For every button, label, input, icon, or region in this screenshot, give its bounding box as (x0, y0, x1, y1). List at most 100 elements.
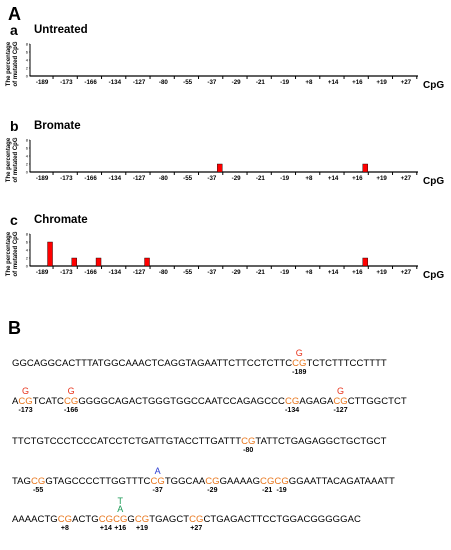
bar (47, 241, 53, 267)
cpg-position-label: -21 (262, 487, 273, 494)
x-tick-label: -55 (183, 269, 193, 276)
x-tick-label: -21 (256, 79, 266, 86)
cpg-position-label: -19 (276, 487, 287, 494)
cpg-position-label: -166 (64, 407, 79, 414)
x-tick-label: -134 (109, 175, 122, 182)
bar (95, 257, 102, 267)
x-tick-label: -80 (159, 79, 169, 86)
cpg-position-label: -37 (152, 487, 163, 494)
x-tick-label: -189 (36, 175, 49, 182)
x-tick-label: +16 (352, 175, 363, 182)
cpg-site: CG -21 (260, 476, 275, 494)
sequence-line: GGCAGGCACTTTATGGCAAACTCAGGTAGAATTCTTCCTC… (12, 348, 387, 377)
x-tick-label: -127 (133, 269, 146, 276)
x-tick-label: -55 (183, 175, 193, 182)
cpg-site: CG -189 G (292, 348, 307, 377)
chart-title: Untreated (34, 24, 88, 36)
cpg-site: CG -127 G (333, 386, 348, 415)
x-tick-label: -21 (256, 175, 266, 182)
y-tick-label: 6 (26, 50, 29, 55)
chart-svg: 8 6 4 2 0 -189 -173 -166 -134 -127 -80 -55 -37 -29 -21… (26, 42, 445, 92)
x-tick-label: -166 (84, 175, 97, 182)
x-tick-label: -127 (133, 175, 146, 182)
x-tick-label: -19 (280, 269, 290, 276)
x-tick-label: -29 (232, 269, 242, 276)
chart-title: Bromate (34, 120, 81, 132)
cpg-site: CG -37 A (150, 466, 165, 495)
y-tick-label: 4 (26, 58, 29, 63)
x-tick-label: -134 (109, 79, 122, 86)
sequence-line: TAGCG -55 GTAGCCCCTTGGTTTCCG -37 A TGGCAACG -2… (12, 466, 395, 495)
x-tick-label: -173 (60, 269, 73, 276)
y-tick-label: 0 (26, 170, 29, 175)
x-tick-label: -80 (159, 269, 169, 276)
x-tick-label: -166 (84, 79, 97, 86)
cpg-position-label: +8 (60, 525, 69, 532)
y-tick-label: 2 (26, 162, 29, 167)
chart-svg: 8 6 4 2 0 -189 -173 -166 -134 -127 -80 -55 -37 -29 -21… (26, 138, 445, 188)
mutation-label: G (67, 386, 75, 396)
x-tick-label: -29 (232, 175, 242, 182)
mutation-label: G (337, 386, 345, 396)
bar (71, 257, 77, 267)
x-tick-label: +8 (305, 269, 313, 276)
bar (362, 257, 368, 267)
y-tick-label: 8 (26, 42, 29, 47)
cpg-position-label: -173 (18, 407, 33, 414)
x-tick-label: +19 (376, 79, 387, 86)
subpanel-letter: b (10, 118, 19, 134)
cpg-site: CG +27 (189, 514, 204, 532)
cpg-position-label: +27 (190, 525, 203, 532)
cpg-site: CG -166 G (63, 386, 79, 415)
bar (217, 163, 223, 173)
sequence-line: TTCTGTCCCTCCCATCCTCTGATTGTACCTTGATTTCG -8… (12, 436, 387, 454)
x-tick-label: +8 (305, 79, 313, 86)
cpg-position-label: -80 (243, 447, 254, 454)
cpg-site: CG -55 (30, 476, 46, 494)
y-tick-label: 8 (26, 138, 29, 143)
x-tick-label: -19 (280, 175, 290, 182)
x-tick-label: -134 (109, 269, 122, 276)
bar (144, 257, 150, 267)
cpg-site: CG +16 T A (113, 496, 128, 533)
x-tick-label: +16 (352, 269, 363, 276)
x-tick-label: +8 (305, 175, 313, 182)
mutation-label: A (154, 466, 161, 476)
x-tick-label: +19 (376, 175, 387, 182)
x-tick-label: -189 (36, 79, 49, 86)
cpg-position-label: -29 (207, 487, 218, 494)
cpg-site: CG -173 G (18, 386, 33, 415)
cpg-site: CG +14 (98, 514, 114, 532)
x-tick-label: +14 (328, 79, 339, 86)
bar (362, 163, 368, 173)
y-tick-label: 6 (26, 240, 29, 245)
y-tick-label: 0 (26, 74, 29, 79)
x-tick-label: -37 (207, 269, 217, 276)
x-axis-label: CpG (423, 270, 444, 281)
x-tick-label: -173 (60, 79, 73, 86)
cpg-site: CG -134 (284, 396, 300, 414)
x-tick-label: -189 (36, 269, 49, 276)
y-tick-label: 0 (26, 264, 29, 269)
cpg-position-label: -127 (333, 407, 348, 414)
sequence-line: AAAACTGCG +8 ACTGCG +14 CG +16 T A GCG +19 TGAGCTC… (12, 496, 361, 533)
cpg-site: CG -19 (274, 476, 289, 494)
x-tick-label: -21 (256, 269, 266, 276)
x-tick-label: -37 (207, 79, 217, 86)
chart-bromate: b Bromate The percentage of mutated CpG 8 6 4 2… (0, 118, 451, 198)
x-tick-label: -80 (159, 175, 169, 182)
x-axis-label: CpG (423, 80, 444, 91)
x-tick-label: +19 (376, 269, 387, 276)
chart-svg: 8 6 4 2 0 -189 -173 -166 -134 -127 -80 -55 -37 -29 -21… (26, 232, 445, 282)
y-tick-label: 4 (26, 248, 29, 253)
x-tick-label: +27 (401, 79, 412, 86)
cpg-site: CG -80 (241, 436, 256, 454)
x-tick-label: -37 (207, 175, 217, 182)
panel-a-label: A (8, 4, 21, 24)
subpanel-letter: c (10, 212, 18, 228)
x-tick-label: -55 (183, 79, 193, 86)
y-tick-label: 6 (26, 146, 29, 151)
x-axis-label: CpG (423, 176, 444, 187)
panel-b-label: B (8, 318, 21, 338)
